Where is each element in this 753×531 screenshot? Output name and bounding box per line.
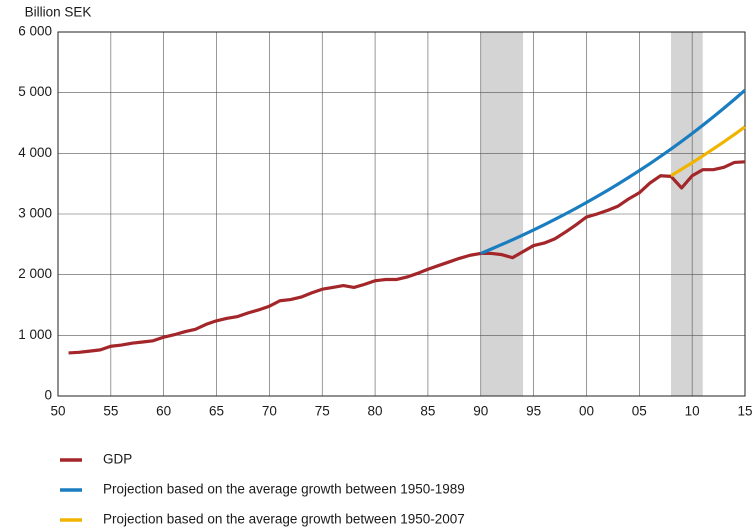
legend-label: Projection based on the average growth b… [103,512,465,527]
data-line [670,125,746,178]
x-tick-label: 85 [420,404,435,419]
x-tick-label: 55 [103,404,118,419]
y-tick-label: 2 000 [18,266,52,281]
data-line [480,88,747,255]
y-tick-label: 5 000 [18,84,52,99]
x-tick-label: 75 [315,404,330,419]
x-tick-label: 65 [209,404,224,419]
x-tick-label: 70 [262,404,277,419]
x-tick-label: 10 [685,404,700,419]
x-tick-label: 00 [579,404,594,419]
x-tick-label: 15 [737,404,752,419]
x-tick-label: 50 [50,404,65,419]
x-tick-label: 95 [526,404,541,419]
y-axis-label: Billion SEK [25,5,92,20]
y-tick-label: 0 [44,388,52,403]
x-tick-label: 80 [368,404,383,419]
x-tick-label: 90 [473,404,488,419]
x-tick-label: 05 [632,404,647,419]
legend-label: GDP [103,452,132,467]
plot-frame [57,31,746,397]
y-tick-label: 6 000 [18,24,52,39]
data-line [68,160,746,355]
y-tick-label: 3 000 [18,206,52,221]
legend-label: Projection based on the average growth b… [103,482,465,497]
y-tick-label: 4 000 [18,145,52,160]
x-tick-label: 60 [156,404,171,419]
y-tick-label: 1 000 [18,327,52,342]
